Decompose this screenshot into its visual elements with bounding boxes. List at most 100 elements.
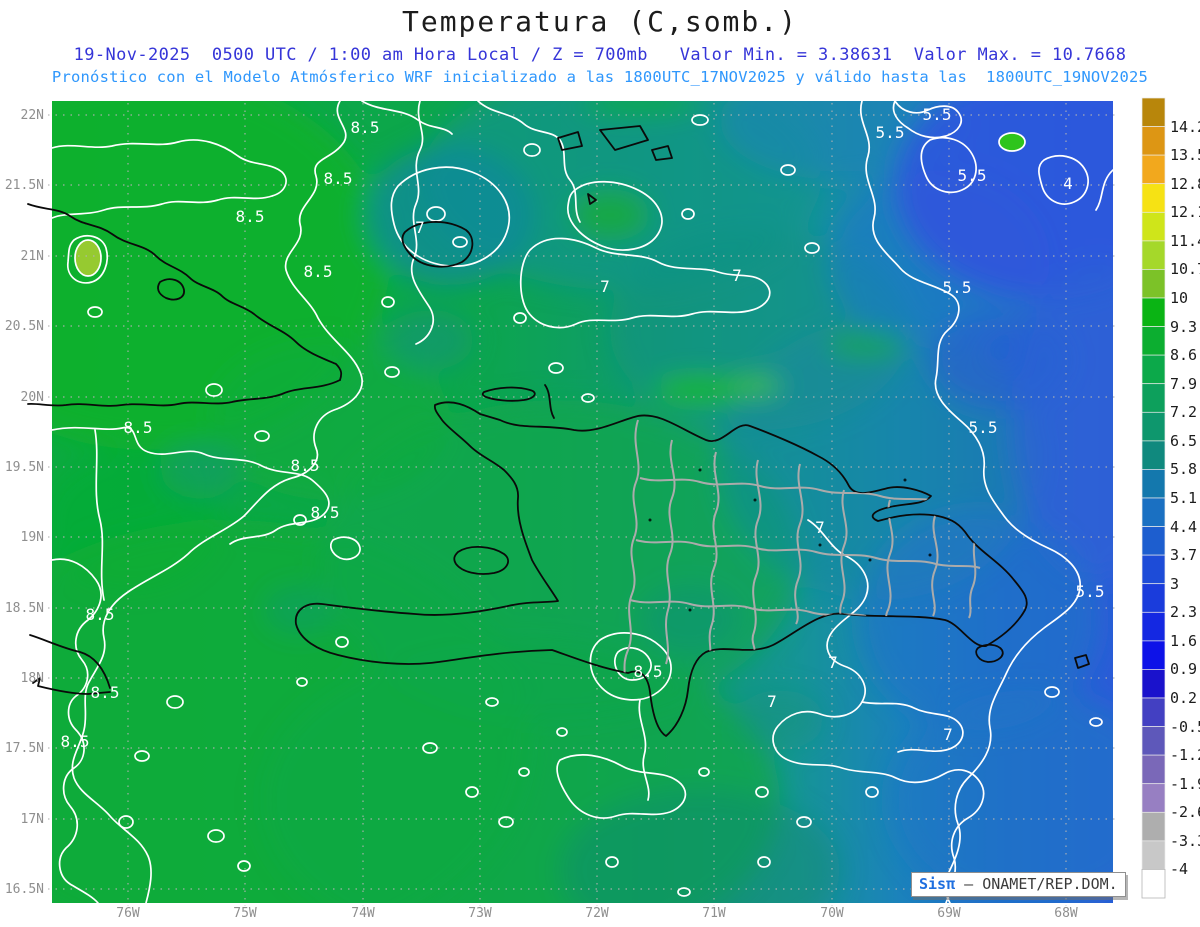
saona-island — [975, 643, 1004, 663]
colorbar-segment — [1141, 526, 1166, 556]
contour-label: 5.5 — [969, 418, 998, 437]
lon-tick-label: 75W — [233, 906, 257, 921]
colorbar-segment — [1141, 354, 1166, 385]
colorbar-segment — [1141, 126, 1166, 156]
great-inagua-island — [401, 221, 474, 268]
contour-label: 7 — [828, 653, 838, 672]
contour-lines — [52, 101, 1113, 903]
temperature-field — [52, 101, 1113, 903]
cuba-bay-loop — [157, 278, 185, 301]
latitude-axis: 22N 21.5N 21N 20.5N 20N 19.5N 19N 18.5N … — [5, 108, 44, 897]
colorbar-tick-label: 10 — [1170, 289, 1188, 307]
colorbar-segment — [1141, 211, 1166, 242]
colorbar-tick-label: 12.8 — [1170, 175, 1200, 193]
cuba-north-coast — [27, 203, 343, 381]
contour-label: 8.5 — [91, 683, 120, 702]
colorbar-segment — [1141, 240, 1166, 270]
contour-label: 7 — [732, 266, 742, 285]
colorbar-tick-label: -0.5 — [1170, 718, 1200, 736]
contour-label: 8.5 — [634, 662, 663, 681]
colorbar-tick-label: -2.6 — [1170, 803, 1200, 821]
colorbar-tick-label: 2.3 — [1170, 603, 1197, 621]
colorbar-segment — [1141, 554, 1166, 585]
colorbar-tick-label: 10.7 — [1170, 260, 1200, 278]
colorbar-segment — [1141, 269, 1166, 299]
colorbar-segment — [1141, 97, 1166, 127]
contour-label: 8.5 — [324, 169, 353, 188]
contour-label: 8.5 — [61, 732, 90, 751]
colorbar-segment — [1141, 669, 1166, 699]
lon-tick-label: 70W — [820, 906, 844, 921]
colorbar-tick-label: -1.2 — [1170, 746, 1200, 764]
page-title: Temperatura (C,somb.) — [401, 5, 798, 38]
lat-tick-label: 21N — [21, 249, 44, 264]
attribution-box: Sisπ – ONAMET/REP.DOM. — [911, 872, 1126, 897]
attribution-text: – ONAMET/REP.DOM. — [955, 875, 1118, 893]
colorbar-tick-label: 7.9 — [1170, 375, 1197, 393]
lon-tick-label: 69W — [937, 906, 961, 921]
terrain-specks — [648, 468, 932, 612]
colorbar-tick-label: 5.8 — [1170, 460, 1197, 478]
contour-label: 5.5 — [1076, 582, 1105, 601]
colorbar-tick-label: 4.4 — [1170, 518, 1197, 536]
colorbar-segment — [1141, 640, 1166, 670]
colorbar-tick-label: 3 — [1170, 575, 1179, 593]
lon-tick-label: 72W — [585, 906, 609, 921]
colorbar-segment — [1141, 583, 1166, 613]
colorbar-segment — [1141, 469, 1166, 499]
colorbar-tick-label: -4 — [1170, 860, 1188, 878]
lat-tick-label: 18N — [21, 671, 44, 686]
lon-tick-label: 74W — [351, 906, 375, 921]
gonave-island — [453, 546, 509, 575]
colorbar-tick-label: -1.9 — [1170, 775, 1200, 793]
lat-tick-label: 17N — [21, 812, 44, 827]
colorbar-segment — [1141, 411, 1166, 442]
contour-label: 7 — [767, 692, 777, 711]
jamaica-coast — [29, 634, 111, 695]
colorbar-tick-label: 14.2 — [1170, 118, 1200, 136]
lat-tick-label: 17.5N — [5, 741, 44, 756]
colorbar-segment — [1141, 383, 1166, 413]
colorbar-segment — [1141, 726, 1166, 756]
colorbar-tick-label: 11.4 — [1170, 232, 1200, 250]
coastlines — [27, 125, 1090, 737]
contour-label: 8.5 — [236, 207, 265, 226]
colorbar: 14.2 13.5 12.8 12.1 11.4 10.7 10 9.3 8.6… — [1141, 97, 1200, 899]
colorbar-segment — [1141, 326, 1166, 356]
colorbar-tick-label: 13.5 — [1170, 146, 1200, 164]
colorbar-tick-label: 12.1 — [1170, 203, 1200, 221]
colorbar-tick-label: -3.3 — [1170, 832, 1200, 850]
colorbar-tick-label: 8.6 — [1170, 346, 1197, 364]
cay-line — [544, 384, 555, 419]
colorbar-segment — [1141, 297, 1166, 327]
lat-tick-label: 19.5N — [5, 460, 44, 475]
lat-tick-label: 20N — [21, 390, 44, 405]
lon-tick-label: 76W — [116, 906, 140, 921]
contour-label: 5.5 — [923, 105, 952, 124]
contour-label: 8.5 — [351, 118, 380, 137]
contour-label: 7 — [415, 218, 425, 237]
colorbar-segment — [1141, 869, 1166, 899]
colorbar-segment — [1141, 611, 1166, 642]
contour-label: 5.5 — [943, 278, 972, 297]
colorbar-tick-label: 7.2 — [1170, 403, 1197, 421]
colorbar-tick-label: 6.5 — [1170, 432, 1197, 450]
contour-label: 8.5 — [86, 605, 115, 624]
warm-spot-atlantic — [999, 133, 1025, 151]
colorbar-tick-label: 1.6 — [1170, 632, 1197, 650]
longitude-axis: 76W 75W 74W 73W 72W 71W 70W 69W 68W — [116, 906, 1078, 921]
contour-label: 8.5 — [291, 456, 320, 475]
lon-tick-label: 68W — [1054, 906, 1078, 921]
lat-tick-label: 18.5N — [5, 601, 44, 616]
lat-tick-label: 16.5N — [5, 882, 44, 897]
colorbar-segment — [1141, 154, 1166, 185]
colorbar-tick-label: 0.2 — [1170, 689, 1197, 707]
lat-tick-label: 20.5N — [5, 319, 44, 334]
lat-tick-label: 21.5N — [5, 178, 44, 193]
lat-tick-label: 19N — [21, 530, 44, 545]
contour-label: 8.5 — [304, 262, 333, 281]
contour-label: 8.5 — [124, 418, 153, 437]
warm-spot-cuba — [75, 240, 101, 276]
